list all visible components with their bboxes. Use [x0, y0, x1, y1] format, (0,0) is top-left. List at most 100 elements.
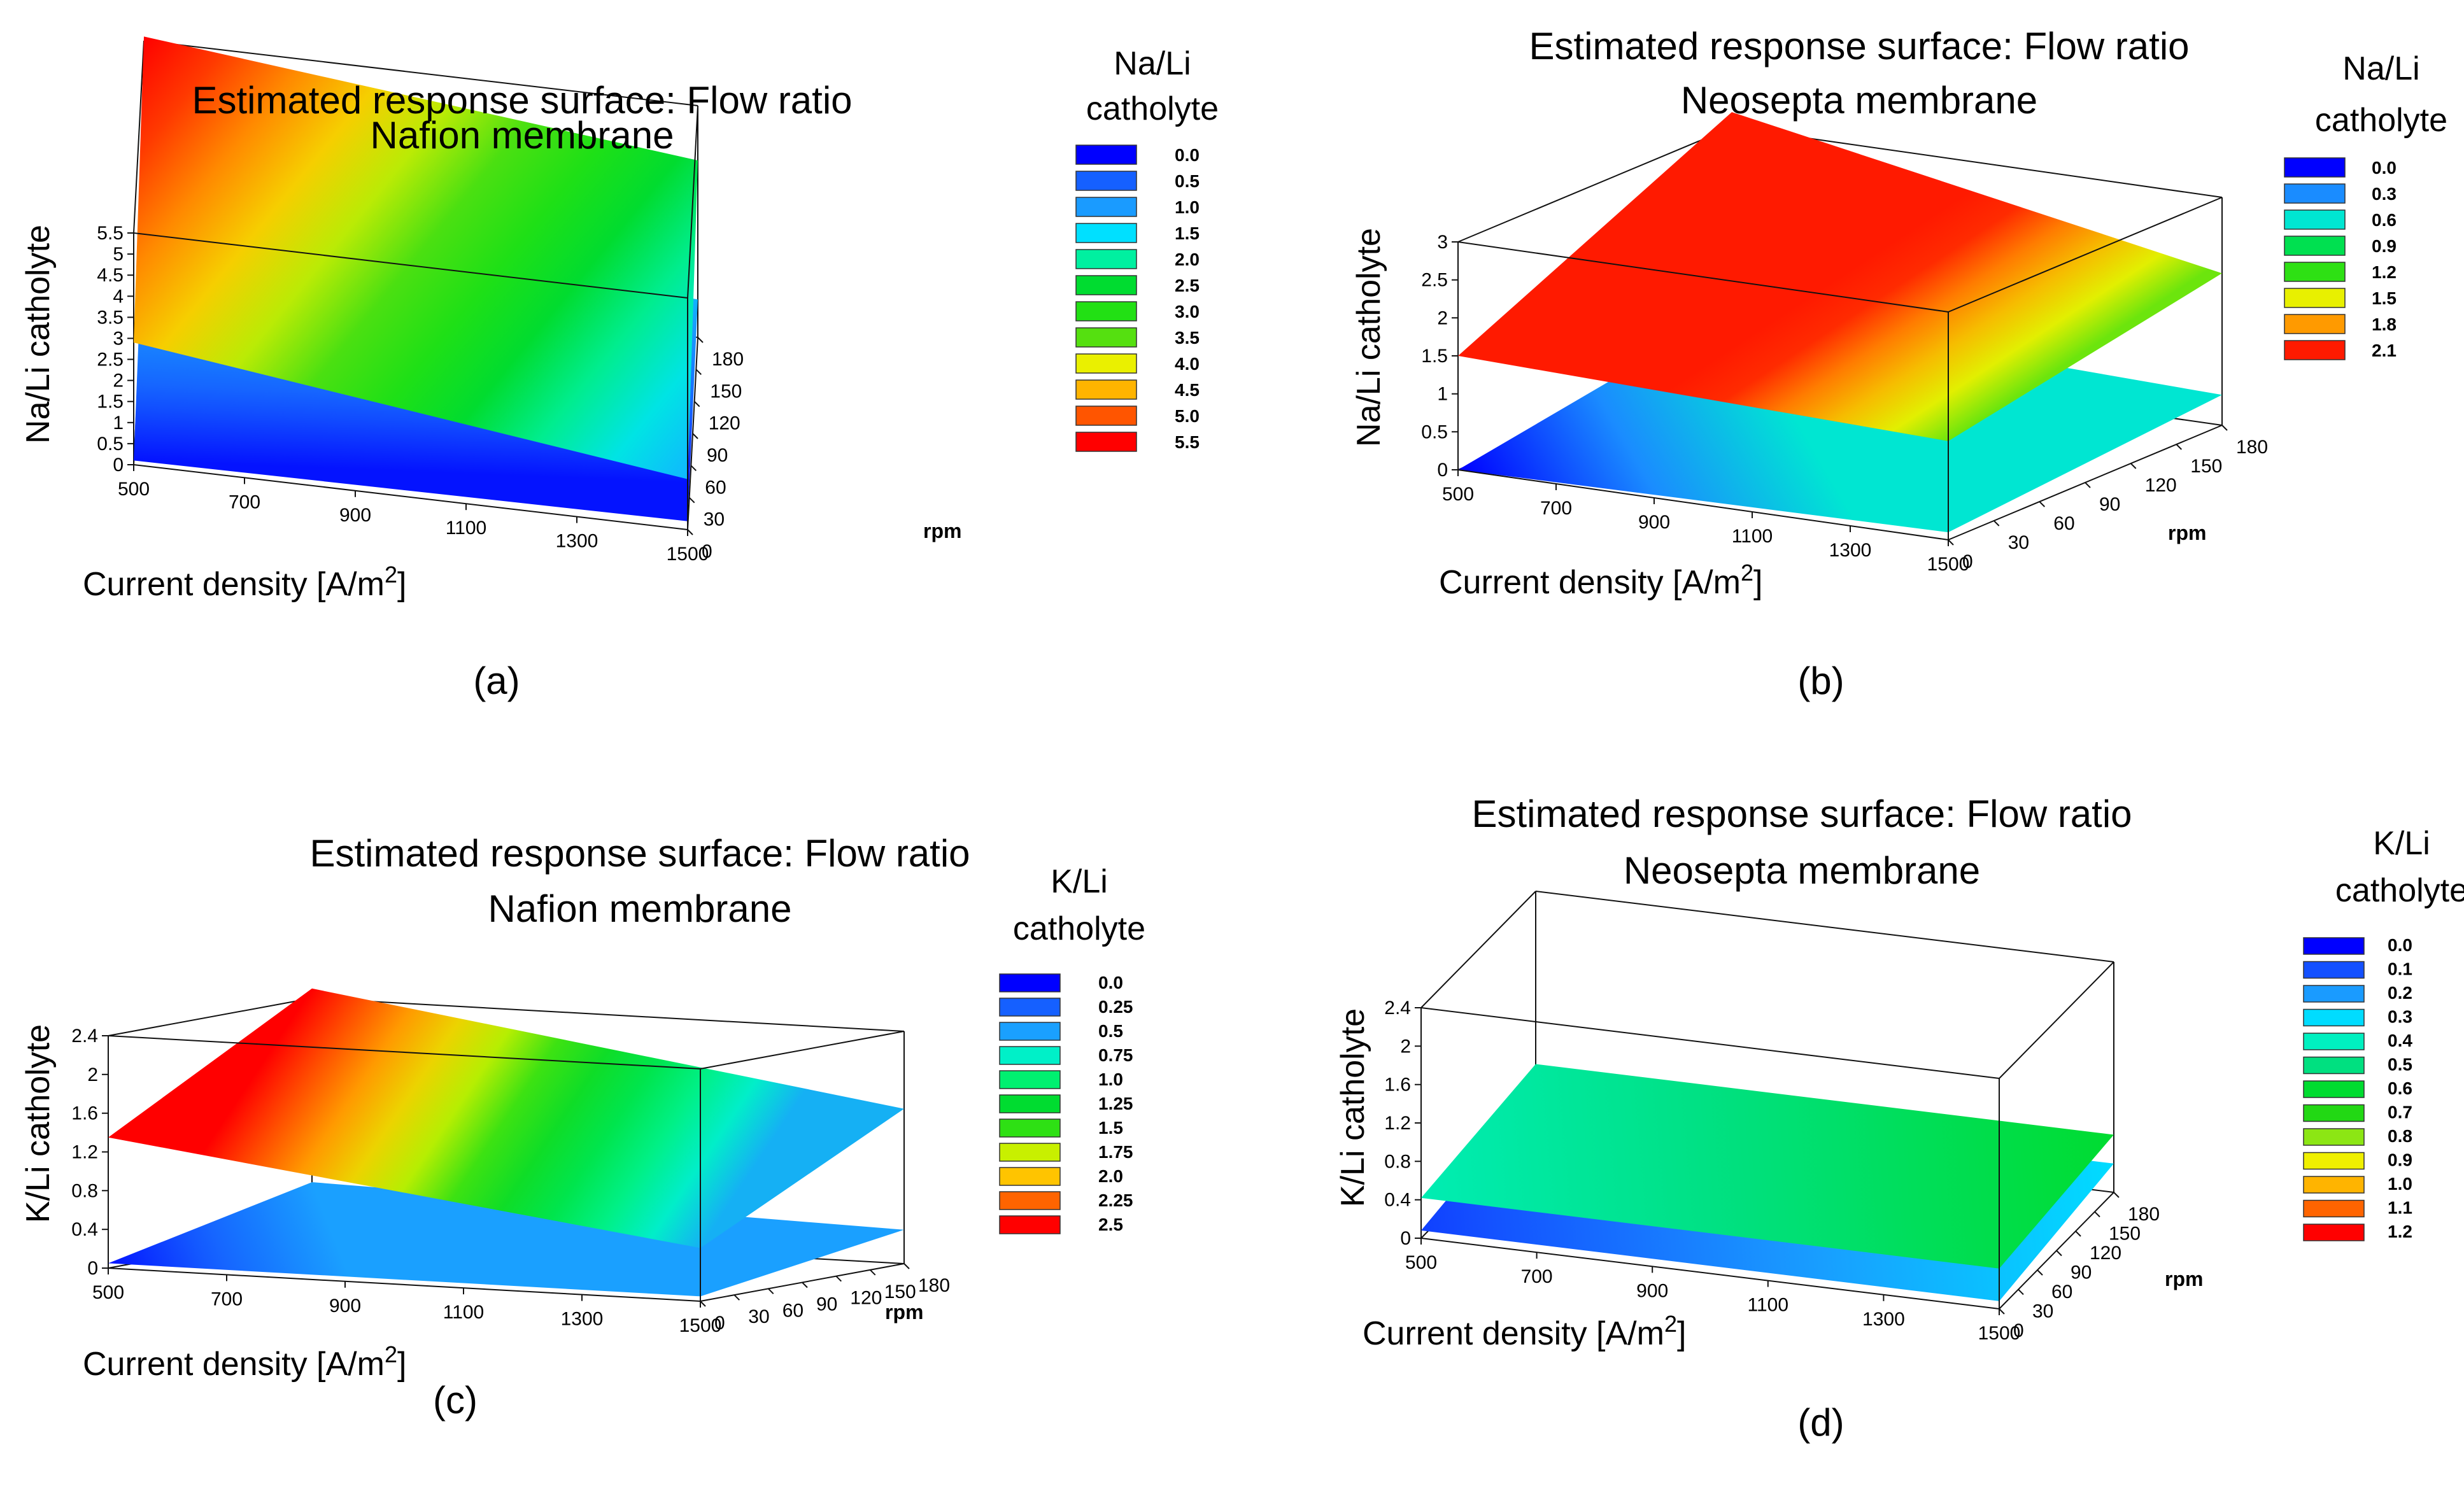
legend-level-label: 0.7	[2388, 1103, 2412, 1122]
y-tick-mark	[690, 465, 697, 472]
x-tick-label: 500	[1405, 1252, 1437, 1273]
x-axis-label-superscript: 2	[1741, 560, 1753, 586]
legend-swatch	[2303, 1152, 2365, 1170]
z-tick-label: 1	[1437, 384, 1448, 405]
legend-level-label: 0.1	[2388, 959, 2412, 979]
y-tick-label: 0	[714, 1313, 725, 1334]
legend-swatch	[2303, 1128, 2365, 1146]
x-axis-label: Current density [A/m2]	[83, 561, 406, 603]
y-tick-mark	[700, 1301, 706, 1307]
y-tick-label: 120	[2090, 1243, 2121, 1264]
x-axis-label-end: ]	[1677, 1315, 1686, 1352]
legend-swatch	[999, 1119, 1061, 1138]
y-tick-mark	[695, 369, 702, 376]
legend: Na/Li catholyte 0.0 0.3 0.6 0.9 1.2 1.5 1.8 2.1	[2284, 50, 2447, 360]
z-tick-label: 2	[1400, 1036, 1411, 1057]
legend-swatch	[1075, 353, 1137, 374]
legend-level-label: 0.25	[1098, 997, 1133, 1017]
legend-swatch	[2303, 1056, 2365, 1075]
y-tick-label: 120	[2145, 475, 2177, 496]
legend-level-label: 0.75	[1098, 1045, 1133, 1065]
z-tick-label: 4.5	[97, 265, 124, 286]
z-tick-label: 1.6	[1384, 1075, 1411, 1096]
x-tick-label: 1100	[443, 1302, 485, 1323]
y-axis-label: rpm	[885, 1301, 923, 1323]
chart-panel-b: 500700900110013001500030609012015018000.…	[1350, 25, 2447, 702]
y-axis-label: rpm	[2168, 521, 2206, 544]
x-tick-label: 700	[229, 491, 260, 512]
legend-level-label: 0.0	[1098, 973, 1123, 992]
box-edge-front-bottom	[1457, 469, 1949, 540]
legend-swatch	[2303, 985, 2365, 1003]
chart-subtitle: Nafion membrane	[371, 114, 674, 157]
x-tick-label: 700	[1521, 1266, 1553, 1287]
x-axis-label-superscript: 2	[1664, 1311, 1677, 1337]
upper-response-surface	[108, 988, 904, 1248]
legend-level-label: 1.0	[2388, 1174, 2412, 1194]
legend-swatch	[2303, 1199, 2365, 1218]
legend-swatch	[999, 1046, 1061, 1065]
legend-level-label: 3.5	[1175, 328, 1200, 348]
legend-swatch	[2303, 1176, 2365, 1194]
box-edge-front-bottom	[1420, 1238, 2000, 1309]
x-tick-label: 1100	[1732, 526, 1773, 547]
legend-swatch	[2303, 1104, 2365, 1122]
box-edge-left-top	[108, 998, 313, 1036]
x-axis-label-end: ]	[397, 566, 406, 603]
chart-panel-d: 500700900110013001500030609012015018000.…	[1335, 793, 2464, 1444]
legend-level-label: 2.0	[1098, 1166, 1123, 1186]
legend-level-label: 0.5	[1175, 171, 1200, 191]
chart-panel-a: 500700900110013001500030609012015018000.…	[20, 36, 1219, 702]
z-tick-label: 0.5	[1421, 421, 1448, 442]
z-tick-label: 2.5	[97, 349, 124, 370]
legend-swatch	[2284, 157, 2346, 178]
z-axis-label: K/Li catholyte	[20, 1024, 57, 1223]
y-tick-mark	[2113, 1192, 2120, 1198]
legend-swatch	[1075, 406, 1137, 426]
y-tick-mark	[693, 400, 700, 407]
panel-label: (b)	[1797, 660, 1844, 702]
legend-level-label: 1.5	[1175, 223, 1200, 243]
legend-level-label: 5.0	[1175, 406, 1200, 426]
legend-swatch	[1075, 223, 1137, 243]
x-tick-label: 1300	[1862, 1309, 1905, 1330]
z-tick-label: 2.4	[1384, 998, 1411, 1019]
chart-title: Estimated response surface: Flow ratio	[192, 79, 852, 122]
y-tick-label: 150	[884, 1281, 916, 1302]
z-tick-label: 3	[113, 328, 124, 349]
legend-level-label: 5.5	[1175, 432, 1200, 452]
legend-level-label: 0.9	[2388, 1150, 2412, 1170]
y-tick-mark	[733, 1294, 740, 1301]
y-tick-label: 30	[704, 509, 725, 530]
legend-swatch	[999, 1143, 1061, 1162]
y-tick-label: 30	[748, 1306, 769, 1327]
z-tick-label: 0	[1437, 460, 1448, 481]
box-edge-left-top	[1420, 891, 1536, 1008]
y-tick-label: 180	[2128, 1204, 2160, 1225]
box-edge-back-top	[311, 998, 905, 1032]
x-axis-label-text: Current density [A/m	[1363, 1315, 1664, 1352]
x-tick-label: 900	[1638, 512, 1670, 533]
legend-swatch	[1075, 275, 1137, 295]
y-tick-label: 0	[702, 541, 712, 562]
y-tick-mark	[697, 337, 704, 343]
box-edge-right-top	[700, 1031, 905, 1069]
upper-response-surface	[1458, 112, 2222, 441]
x-tick-label: 1300	[556, 531, 598, 552]
z-tick-label: 0	[87, 1258, 98, 1279]
legend-swatch	[999, 1094, 1061, 1113]
x-axis-label-text: Current density [A/m	[83, 566, 385, 603]
y-tick-label: 90	[816, 1294, 837, 1315]
legend-level-label: 1.0	[1175, 197, 1200, 217]
legend-swatch	[2284, 288, 2346, 308]
x-tick-label: 1300	[561, 1309, 604, 1330]
x-tick-label: 1100	[446, 518, 487, 539]
y-tick-mark	[2056, 1250, 2062, 1257]
y-axis-label: rpm	[2165, 1267, 2203, 1290]
z-tick-label: 0.4	[71, 1219, 98, 1240]
legend-level-label: 1.5	[1098, 1118, 1123, 1138]
y-tick-mark	[692, 433, 698, 439]
z-tick-label: 2	[113, 370, 124, 392]
legend-swatch	[2284, 262, 2346, 282]
